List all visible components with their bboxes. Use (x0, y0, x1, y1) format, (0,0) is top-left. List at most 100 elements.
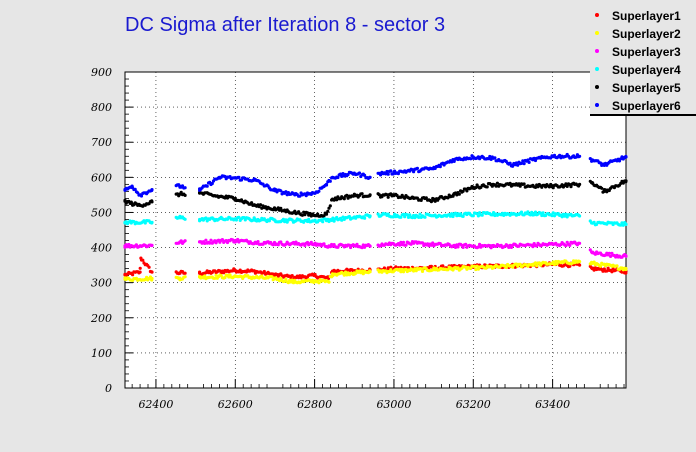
data-point (290, 278, 294, 282)
data-point (178, 276, 182, 280)
data-point (273, 218, 277, 222)
x-tick-label: 63400 (535, 398, 570, 411)
data-point (624, 222, 628, 226)
data-point (451, 213, 455, 217)
data-point (412, 268, 416, 272)
data-point (139, 256, 143, 260)
data-point (446, 196, 450, 200)
data-point (432, 167, 436, 171)
data-point (380, 171, 384, 175)
data-point (456, 245, 460, 249)
data-point (214, 273, 218, 277)
data-point (205, 184, 209, 188)
data-point (516, 163, 520, 167)
data-point (178, 240, 182, 244)
data-point (531, 211, 535, 216)
data-point (262, 269, 266, 274)
data-point (123, 188, 127, 192)
data-point (469, 157, 473, 161)
data-point (273, 207, 277, 211)
data-point (380, 269, 384, 273)
data-point (342, 197, 346, 201)
data-point (203, 241, 207, 245)
data-point (233, 196, 237, 200)
data-point (484, 266, 488, 270)
data-point (341, 172, 345, 176)
data-point (150, 200, 154, 204)
data-point (624, 267, 628, 271)
data-point (570, 261, 574, 265)
data-point (412, 196, 416, 200)
data-point (183, 193, 187, 197)
data-point (521, 159, 525, 163)
y-tick-label: 100 (91, 347, 112, 360)
data-point (145, 275, 149, 279)
data-point (123, 199, 127, 203)
series-Superlayer2 (123, 259, 628, 285)
data-point (361, 272, 365, 276)
data-point (522, 182, 526, 186)
data-point (183, 217, 187, 221)
data-point (615, 264, 619, 268)
data-point (602, 163, 606, 167)
data-point (401, 240, 406, 244)
data-point (150, 188, 154, 192)
data-point (392, 170, 396, 174)
data-point (533, 261, 538, 265)
data-point (352, 244, 356, 248)
data-point (590, 251, 594, 255)
data-point (451, 158, 455, 162)
data-point (298, 194, 302, 198)
data-point (620, 221, 624, 225)
data-point (415, 166, 419, 170)
data-point (284, 190, 288, 194)
data-point (208, 241, 212, 245)
data-point (330, 272, 335, 276)
data-point (150, 220, 154, 224)
data-point (352, 171, 356, 175)
data-point (322, 242, 326, 246)
legend-entry: Superlayer3 (590, 44, 696, 62)
data-point (150, 270, 154, 274)
data-point (404, 243, 408, 247)
data-point (322, 214, 326, 218)
data-point (326, 209, 330, 213)
data-point (352, 271, 356, 275)
data-point (384, 172, 388, 176)
data-point (253, 217, 257, 222)
data-point (590, 221, 594, 225)
data-point (198, 188, 202, 192)
series-Superlayer6 (123, 152, 628, 198)
data-point (550, 214, 554, 218)
data-point (260, 206, 264, 210)
data-point (432, 198, 436, 202)
legend-label: Superlayer4 (612, 63, 681, 77)
data-point (273, 241, 277, 245)
data-point (526, 158, 530, 162)
data-point (451, 267, 455, 271)
data-point (293, 210, 297, 214)
data-point (210, 181, 214, 186)
data-point (533, 185, 538, 189)
data-point (590, 261, 594, 265)
data-point (558, 153, 562, 157)
data-point (360, 269, 364, 273)
data-point (324, 212, 329, 216)
y-tick-label: 700 (91, 136, 112, 149)
data-point (555, 262, 559, 266)
data-point (313, 191, 317, 195)
legend-marker-icon (595, 85, 599, 89)
data-point (391, 215, 395, 219)
data-point (578, 260, 582, 264)
legend-marker-icon (595, 67, 599, 71)
data-point (336, 175, 340, 180)
data-point (396, 172, 400, 176)
data-point (220, 238, 224, 242)
data-point (561, 264, 566, 268)
data-point (461, 214, 465, 218)
data-point (448, 214, 452, 218)
data-point (253, 203, 257, 207)
data-point (134, 243, 138, 247)
data-point (279, 189, 283, 193)
data-point (554, 259, 558, 264)
